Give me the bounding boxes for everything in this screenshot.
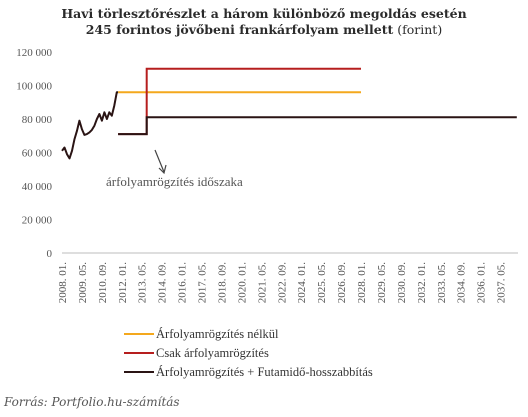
chart-lines	[61, 67, 517, 160]
y-tick-label: 80 000	[22, 114, 53, 126]
x-tick-label: 2010. 09.	[97, 262, 109, 304]
legend-item-fixing-only-label: Csak árfolyamrögzítés	[156, 346, 269, 360]
x-tick-label: 2008. 01.	[57, 262, 69, 304]
annotation-arrow-line	[154, 149, 165, 173]
x-tick-label: 2032. 01.	[416, 262, 428, 304]
chart-title-line2: 245 forintos jövőbeni frankárfolyam mell…	[0, 22, 528, 38]
x-tick-label: 2034. 09.	[456, 262, 468, 304]
y-axis: 0 20 000 40 000 60 000 80 000 100 000 120 000	[16, 47, 52, 260]
y-tick-label: 100 000	[16, 81, 52, 93]
annotation-group: árfolyamrögzítés időszaka	[106, 149, 243, 189]
x-tick-label: 2026. 09.	[336, 262, 348, 304]
x-tick-label: 2037. 05.	[496, 262, 508, 304]
x-tick-label: 2028. 01.	[356, 262, 368, 304]
x-tick-label: 2022. 09.	[276, 262, 288, 304]
series-fixing-extension-line	[118, 116, 517, 136]
series-fixing-only-line	[118, 67, 361, 136]
x-tick-label: 2020. 01.	[236, 262, 248, 304]
x-tick-label: 2012. 01.	[117, 262, 129, 304]
annotation-text: árfolyamrögzítés időszaka	[106, 174, 243, 189]
y-tick-label: 120 000	[16, 47, 52, 59]
x-tick-label: 2024. 01.	[296, 262, 308, 304]
x-tick-label: 2017. 05.	[197, 262, 209, 304]
legend-item-no-fixing-label: Árfolyamrögzítés nélkül	[156, 327, 279, 341]
chart-title-line2-unit: (forint)	[393, 22, 443, 37]
source-note: Forrás: Portfolio.hu-számítás	[4, 395, 180, 409]
legend: Árfolyamrögzítés nélkül Csak árfolyamrögz…	[124, 327, 373, 379]
y-tick-label: 40 000	[22, 181, 53, 193]
x-tick-label: 2030. 09.	[396, 262, 408, 304]
y-tick-label: 60 000	[22, 148, 53, 160]
annotation-arrow-head	[158, 164, 167, 175]
y-tick-label: 20 000	[22, 215, 53, 227]
x-tick-label: 2018. 09.	[216, 262, 228, 304]
x-tick-label: 2029. 05.	[376, 262, 388, 304]
x-tick-label: 2036. 01.	[476, 262, 488, 304]
x-axis: 2008. 01. 2009. 05. 2010. 09. 2012. 01. 2013…	[57, 252, 518, 304]
y-tick-label: 0	[47, 248, 53, 260]
x-tick-label: 2021. 05.	[256, 262, 268, 304]
x-tick-label: 2016. 01.	[177, 262, 189, 304]
chart-title-line1: Havi törlesztőrészlet a három különböző …	[61, 6, 467, 21]
x-tick-label: 2025. 05.	[316, 262, 328, 304]
history-line	[61, 91, 119, 160]
chart-title-line2-bold: 245 forintos jövőbeni frankárfolyam mell…	[85, 22, 394, 37]
legend-item-fixing-extension-label: Árfolyamrögzítés + Futamidő-hosszabbítás	[156, 365, 373, 379]
x-tick-label: 2033. 05.	[436, 262, 448, 304]
x-tick-label: 2013. 05.	[137, 262, 149, 304]
x-tick-label: 2014. 09.	[157, 262, 169, 304]
x-tick-label: 2009. 05.	[77, 262, 89, 304]
